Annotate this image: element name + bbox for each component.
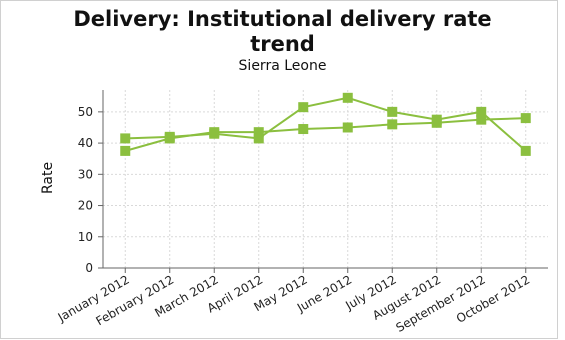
y-tick-label: 10: [78, 230, 93, 244]
y-tick-label: 20: [78, 199, 93, 213]
y-tick-label: 0: [85, 261, 93, 275]
series-1-point: [120, 133, 131, 144]
chart-title-line-1: Delivery: Institutional delivery rate: [73, 7, 492, 31]
series-1-point: [342, 92, 353, 103]
series-2-point: [209, 127, 220, 138]
series-1-point: [520, 145, 531, 156]
series-2-line: [124, 117, 526, 152]
chart-title-line-2: trend: [250, 32, 315, 56]
y-axis-label: Rate: [40, 162, 56, 194]
series-1-point: [476, 106, 487, 117]
series-1-line: [125, 96, 527, 152]
series-1-point: [387, 106, 398, 117]
y-tick-label: 30: [78, 167, 93, 181]
series-2-point: [164, 133, 175, 144]
series-2-point: [520, 113, 531, 124]
series-2-point: [120, 145, 131, 156]
y-tick-label: 50: [78, 105, 93, 119]
series-2-point: [476, 114, 487, 125]
series-layer: [120, 92, 531, 156]
series-2-point: [298, 124, 309, 135]
series-1-point: [298, 102, 309, 113]
series-1-point: [253, 133, 264, 144]
series-2-point: [253, 127, 264, 138]
chart-subtitle: Sierra Leone: [238, 58, 327, 74]
series-2-point: [342, 122, 353, 133]
series-2-point: [387, 119, 398, 130]
y-tick-label: 40: [78, 136, 93, 150]
series-2-point: [431, 117, 442, 128]
